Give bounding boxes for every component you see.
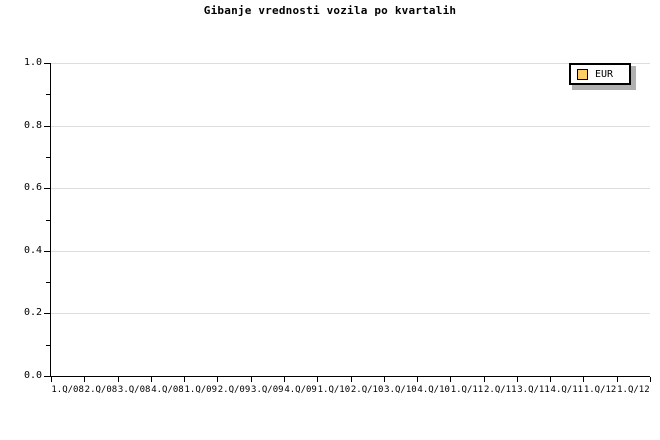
x-axis-tick-label: 3.Q/08	[117, 385, 151, 395]
x-axis-tick	[517, 377, 518, 382]
x-axis-tick-label: 3.Q/10	[384, 385, 417, 395]
x-axis-tick	[484, 377, 485, 382]
x-axis-tick-label: 1.Q/12	[617, 385, 650, 395]
x-axis-tick-label: 2.Q/09	[217, 385, 251, 395]
y-axis-tick-major	[44, 188, 51, 190]
y-axis-tick-major	[44, 63, 51, 64]
y-axis-tick-minor	[46, 282, 51, 284]
y-axis-tick-minor	[46, 94, 51, 96]
x-axis-tick	[317, 377, 318, 382]
x-axis-tick-label: 3.Q/11	[517, 385, 550, 395]
gridline	[51, 125, 650, 127]
y-axis-tick-minor	[46, 156, 51, 158]
x-axis-tick-label: 2.Q/10	[350, 385, 384, 395]
x-axis-tick-label: 2.Q/11	[483, 385, 517, 395]
x-axis-tick	[583, 377, 584, 382]
y-axis-tick-major	[44, 125, 51, 127]
y-axis-tick-label: 1.0	[23, 57, 42, 68]
gridline	[51, 63, 650, 64]
x-axis-tick	[84, 377, 85, 382]
x-axis-tick-label: 1.Q/11	[450, 385, 484, 395]
y-axis-tick-label: 0.6	[23, 182, 42, 194]
x-axis-tick	[351, 377, 352, 382]
y-axis-tick-major	[44, 250, 51, 252]
x-axis-tick	[251, 377, 252, 382]
x-axis-tick-label: 4.Q/09	[284, 385, 317, 395]
x-axis-line	[50, 376, 650, 377]
x-axis-tick-label: 4.Q/11	[550, 385, 584, 395]
y-axis-tick-minor	[46, 219, 51, 221]
x-axis-tick-label: 1.Q/09	[184, 385, 218, 395]
y-axis-tick-major	[44, 313, 51, 315]
x-axis-tick-label: 1.Q/08	[51, 385, 84, 395]
x-axis-tick-label: 1.Q/12	[583, 385, 617, 395]
x-axis-tick-label: 4.Q/08	[151, 385, 184, 395]
x-axis-tick-label: 4.Q/10	[417, 385, 450, 395]
y-axis-tick-minor	[46, 344, 51, 346]
x-axis-tick	[550, 377, 551, 382]
x-axis-tick	[617, 377, 618, 382]
y-axis-tick-label: 0.2	[23, 307, 42, 319]
y-axis-tick-label: 0.4	[23, 244, 42, 256]
x-axis-tick	[384, 377, 385, 382]
x-axis-tick	[450, 377, 451, 382]
gridline	[51, 313, 650, 315]
y-axis-tick-major	[44, 376, 51, 377]
gridline	[51, 188, 650, 190]
x-axis-tick	[284, 377, 285, 382]
x-axis-tick	[184, 377, 185, 382]
x-axis-tick	[217, 377, 218, 382]
legend-swatch-eur-icon	[577, 68, 588, 80]
x-axis-tick-label: 2.Q/08	[84, 385, 118, 395]
x-axis-tick	[51, 377, 52, 382]
x-axis-tick	[650, 377, 651, 382]
plot-area	[51, 63, 650, 376]
x-axis-tick-label: 3.Q/09	[251, 385, 284, 395]
x-axis-tick	[151, 377, 152, 382]
x-axis-tick	[417, 377, 418, 382]
y-axis-tick-label: 0.0	[23, 370, 42, 381]
gridline	[51, 250, 650, 252]
x-axis-tick	[118, 377, 119, 382]
x-axis-tick-label: 1.Q/10	[317, 385, 351, 395]
y-axis-tick-label: 0.8	[23, 119, 42, 131]
legend-label-eur: EUR	[595, 68, 614, 80]
chart-title: Gibanje vrednosti vozila po kvartalih	[203, 4, 457, 17]
chart-legend[interactable]: EUR	[569, 63, 631, 85]
